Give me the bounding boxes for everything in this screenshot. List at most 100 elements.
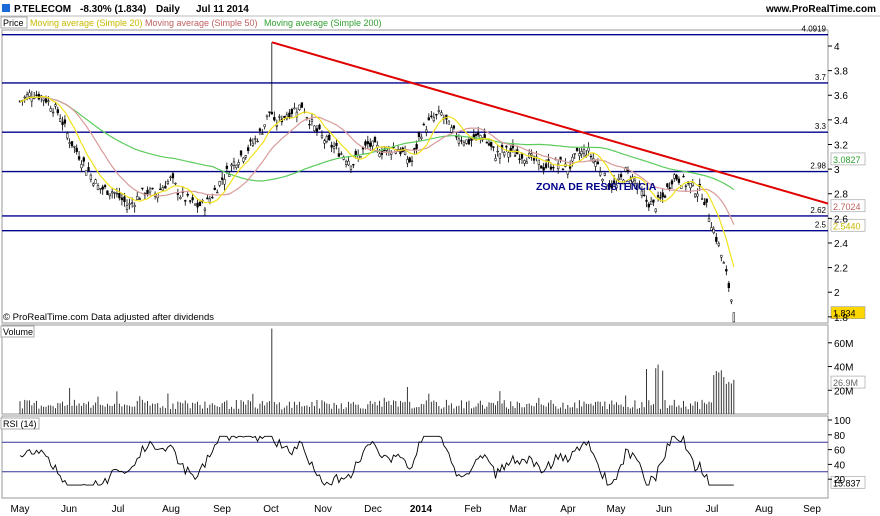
price-candle — [437, 110, 441, 112]
price-candle — [216, 191, 219, 194]
price-candle — [193, 203, 197, 206]
price-candle — [275, 124, 278, 127]
price-candle — [587, 147, 590, 152]
price-candle — [693, 193, 697, 198]
price-candle — [425, 129, 428, 133]
x-tick-label: Jul — [706, 504, 719, 515]
volume-y-tick-label: 20M — [834, 386, 853, 397]
x-tick-label: Oct — [263, 504, 279, 515]
price-candle — [261, 133, 264, 135]
price-candle — [485, 141, 489, 144]
price-candle — [80, 164, 83, 169]
price-candle — [715, 236, 718, 242]
header-site[interactable]: www.ProRealTime.com — [765, 4, 876, 15]
price-candle — [582, 149, 586, 154]
price-candle — [44, 98, 48, 103]
price-candle — [225, 165, 229, 169]
ma50-line — [19, 96, 735, 225]
price-candle — [730, 299, 733, 302]
price-candle — [732, 312, 735, 323]
price-candle — [305, 117, 309, 119]
y-tick-label: 3.8 — [834, 67, 848, 78]
price-candle — [487, 143, 491, 146]
price-candle — [174, 182, 177, 185]
price-candle — [608, 183, 611, 188]
price-candle — [138, 198, 141, 200]
trendline — [271, 41, 829, 205]
rsi-y-tick-label: 60 — [834, 446, 846, 457]
price-candle — [66, 133, 69, 139]
price-candle — [136, 196, 139, 200]
price-candle — [606, 185, 609, 190]
price-candle — [108, 193, 111, 197]
header-flag-icon — [2, 4, 10, 12]
price-candle — [73, 146, 76, 148]
ma50-value-label-box — [830, 199, 866, 213]
price-candle — [35, 94, 38, 96]
price-candle — [28, 92, 31, 97]
price-candle — [498, 153, 502, 159]
price-candle — [530, 153, 533, 156]
price-candle — [378, 153, 381, 157]
price-candle — [490, 141, 493, 147]
x-tick-label: May — [607, 504, 626, 515]
price-candle — [92, 183, 95, 186]
price-candle — [148, 188, 152, 193]
price-candle — [318, 124, 321, 130]
volume-value-label: 26.9M — [833, 378, 858, 388]
price-candle — [494, 158, 497, 161]
price-candle — [575, 147, 579, 151]
price-candle — [278, 116, 281, 118]
price-candle — [727, 282, 730, 288]
price-candle — [258, 128, 262, 131]
legend-ma20: Moving average (Simple 20) — [30, 18, 143, 28]
level-label: 2.98 — [810, 162, 826, 171]
price-candle — [380, 150, 384, 155]
price-candle — [169, 176, 172, 178]
y-tick-label: 3 — [834, 165, 840, 176]
price-candle — [631, 176, 634, 183]
price-candle — [23, 96, 26, 99]
price-candle — [369, 142, 372, 147]
price-candle — [244, 155, 247, 158]
price-candle — [242, 157, 245, 162]
price-candle — [161, 187, 164, 191]
rsi-title: RSI (14) — [3, 419, 37, 429]
rsi-line — [19, 434, 734, 486]
price-candle — [166, 181, 170, 184]
price-candle — [580, 151, 583, 155]
price-candle — [643, 194, 646, 197]
price-candle — [420, 136, 423, 139]
price-candle — [171, 173, 175, 179]
header-date: Jul 11 2014 — [196, 4, 249, 15]
price-candle — [273, 116, 276, 121]
price-candle — [213, 187, 216, 190]
price-candle — [239, 150, 243, 156]
x-tick-label: Aug — [755, 504, 773, 515]
price-candle — [344, 160, 348, 165]
price-candle — [640, 190, 644, 197]
price-candle — [383, 149, 386, 152]
y-tick-label: 1.8 — [834, 313, 848, 324]
price-candle — [452, 125, 456, 129]
price-candle — [474, 133, 478, 136]
price-candle — [675, 174, 678, 180]
price-candle — [440, 112, 443, 116]
price-candle — [710, 227, 713, 231]
price-candle — [578, 153, 581, 157]
panel-frame-price — [1, 29, 829, 324]
price-candle — [130, 202, 134, 204]
price-candle — [571, 156, 574, 162]
price-candle — [288, 112, 291, 118]
price-candle — [596, 161, 600, 165]
price-candle — [203, 208, 207, 211]
price-candle — [505, 145, 508, 148]
price-candle — [54, 104, 57, 107]
price-candle — [325, 136, 328, 142]
price-candle — [720, 254, 723, 258]
price-candle — [492, 146, 495, 148]
rsi-value-box — [830, 475, 866, 489]
price-candle — [323, 140, 326, 144]
ma50-value-label: 2.7024 — [833, 202, 861, 212]
price-candle — [220, 177, 224, 180]
